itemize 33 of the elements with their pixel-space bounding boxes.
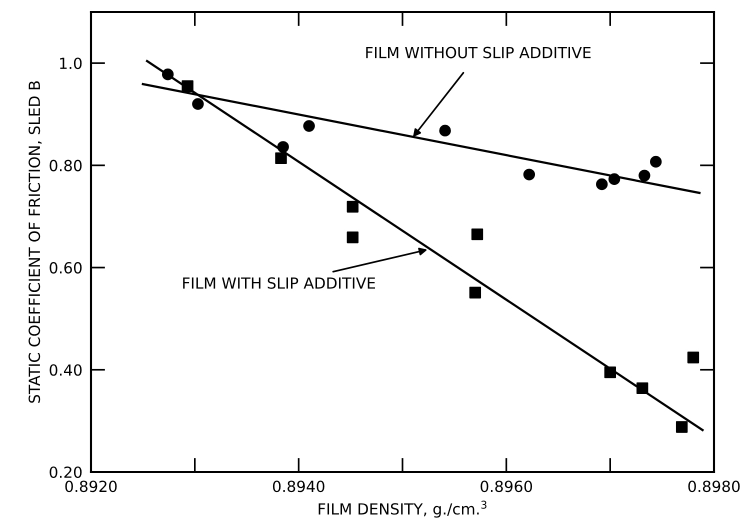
point xyxy=(162,68,174,80)
y-tick-label: 0.40 xyxy=(50,364,82,376)
point xyxy=(604,366,616,378)
point xyxy=(636,382,648,394)
x-tick-label: 0.8940 xyxy=(272,480,324,492)
point xyxy=(182,80,194,92)
point xyxy=(439,124,451,136)
point xyxy=(523,168,536,180)
point xyxy=(638,170,650,182)
point xyxy=(608,173,620,185)
point xyxy=(596,178,608,190)
point xyxy=(346,232,359,244)
annotation: FILM WITH SLIP ADDITIVE xyxy=(183,277,375,289)
point xyxy=(471,228,484,240)
annotation: FILM WITHOUT SLIP ADDITIVE xyxy=(366,46,591,58)
x-tick-label: 0.8980 xyxy=(688,480,740,492)
y-axis-title: STATIC COEFFICIENT OF FRICTION, SLED B xyxy=(28,81,42,403)
point xyxy=(275,152,287,164)
point xyxy=(469,286,482,298)
point xyxy=(192,98,204,110)
point xyxy=(687,352,700,364)
x-axis-title: FILM DENSITY, g./cm.$^{3}$ xyxy=(318,500,486,518)
x-tick-label: 0.8920 xyxy=(65,480,117,492)
point xyxy=(277,141,289,153)
point xyxy=(676,421,688,433)
point xyxy=(303,120,315,132)
y-tick-label: 1.0 xyxy=(60,58,82,70)
point xyxy=(346,200,359,213)
y-tick-label: 0.60 xyxy=(50,262,82,274)
point xyxy=(650,156,662,168)
y-tick-label: 0.80 xyxy=(50,160,82,172)
x-tick-label: 0.8960 xyxy=(480,480,532,492)
y-tick-label: 0.20 xyxy=(50,466,82,478)
